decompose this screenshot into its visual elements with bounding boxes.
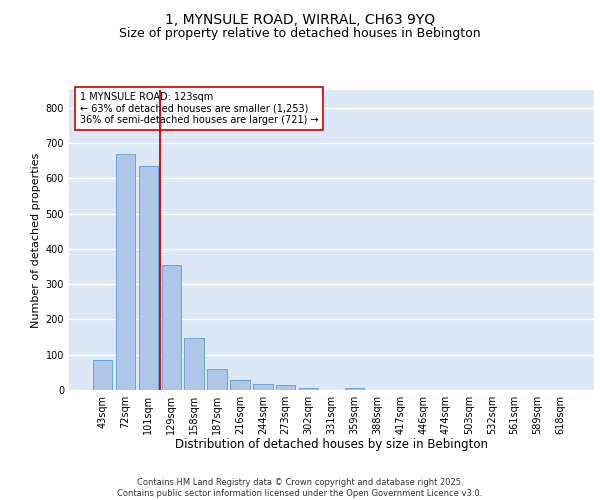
Bar	[208, 369, 227, 390]
X-axis label: Distribution of detached houses by size in Bebington: Distribution of detached houses by size …	[175, 438, 488, 452]
Bar	[230, 380, 250, 390]
Bar	[276, 386, 295, 390]
Bar	[184, 338, 204, 390]
Bar	[253, 384, 272, 390]
Y-axis label: Number of detached properties: Number of detached properties	[31, 152, 41, 328]
Bar	[344, 388, 364, 390]
Bar	[161, 264, 181, 390]
Bar	[139, 166, 158, 390]
Text: Size of property relative to detached houses in Bebington: Size of property relative to detached ho…	[119, 28, 481, 40]
Text: 1, MYNSULE ROAD, WIRRAL, CH63 9YQ: 1, MYNSULE ROAD, WIRRAL, CH63 9YQ	[165, 12, 435, 26]
Text: 1 MYNSULE ROAD: 123sqm
← 63% of detached houses are smaller (1,253)
36% of semi-: 1 MYNSULE ROAD: 123sqm ← 63% of detached…	[79, 92, 318, 124]
Bar	[93, 360, 112, 390]
Bar	[299, 388, 319, 390]
Text: Contains HM Land Registry data © Crown copyright and database right 2025.
Contai: Contains HM Land Registry data © Crown c…	[118, 478, 482, 498]
Bar	[116, 154, 135, 390]
